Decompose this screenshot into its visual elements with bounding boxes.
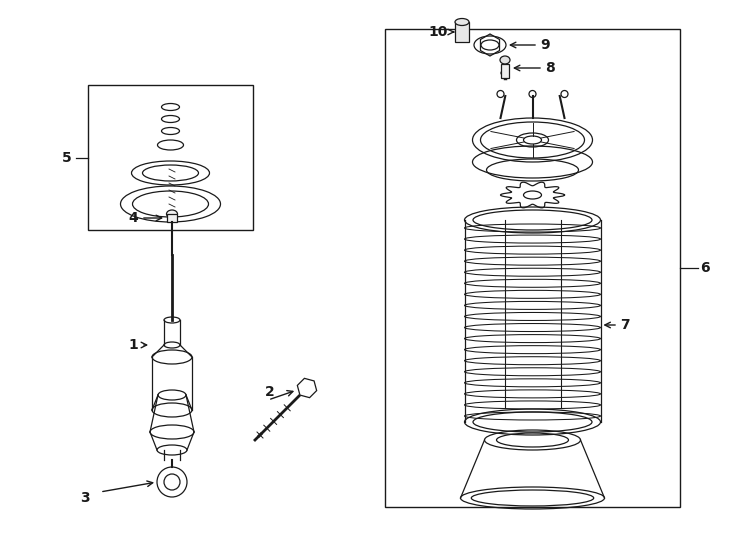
Ellipse shape: [167, 210, 178, 218]
Bar: [501, 64, 509, 78]
Text: 7: 7: [620, 318, 630, 332]
Bar: [167, 214, 177, 222]
Ellipse shape: [500, 56, 510, 64]
Bar: [455, 22, 469, 42]
Text: 10: 10: [429, 25, 448, 39]
Text: 6: 6: [700, 261, 710, 275]
Text: 1: 1: [128, 338, 138, 352]
Text: 9: 9: [540, 38, 550, 52]
Text: 4: 4: [128, 211, 138, 225]
Text: 3: 3: [80, 491, 90, 505]
Text: 5: 5: [62, 151, 72, 165]
Bar: [385, 29, 680, 507]
Text: 2: 2: [265, 385, 275, 399]
Text: 8: 8: [545, 61, 555, 75]
Bar: [88, 85, 253, 230]
Ellipse shape: [455, 18, 469, 25]
